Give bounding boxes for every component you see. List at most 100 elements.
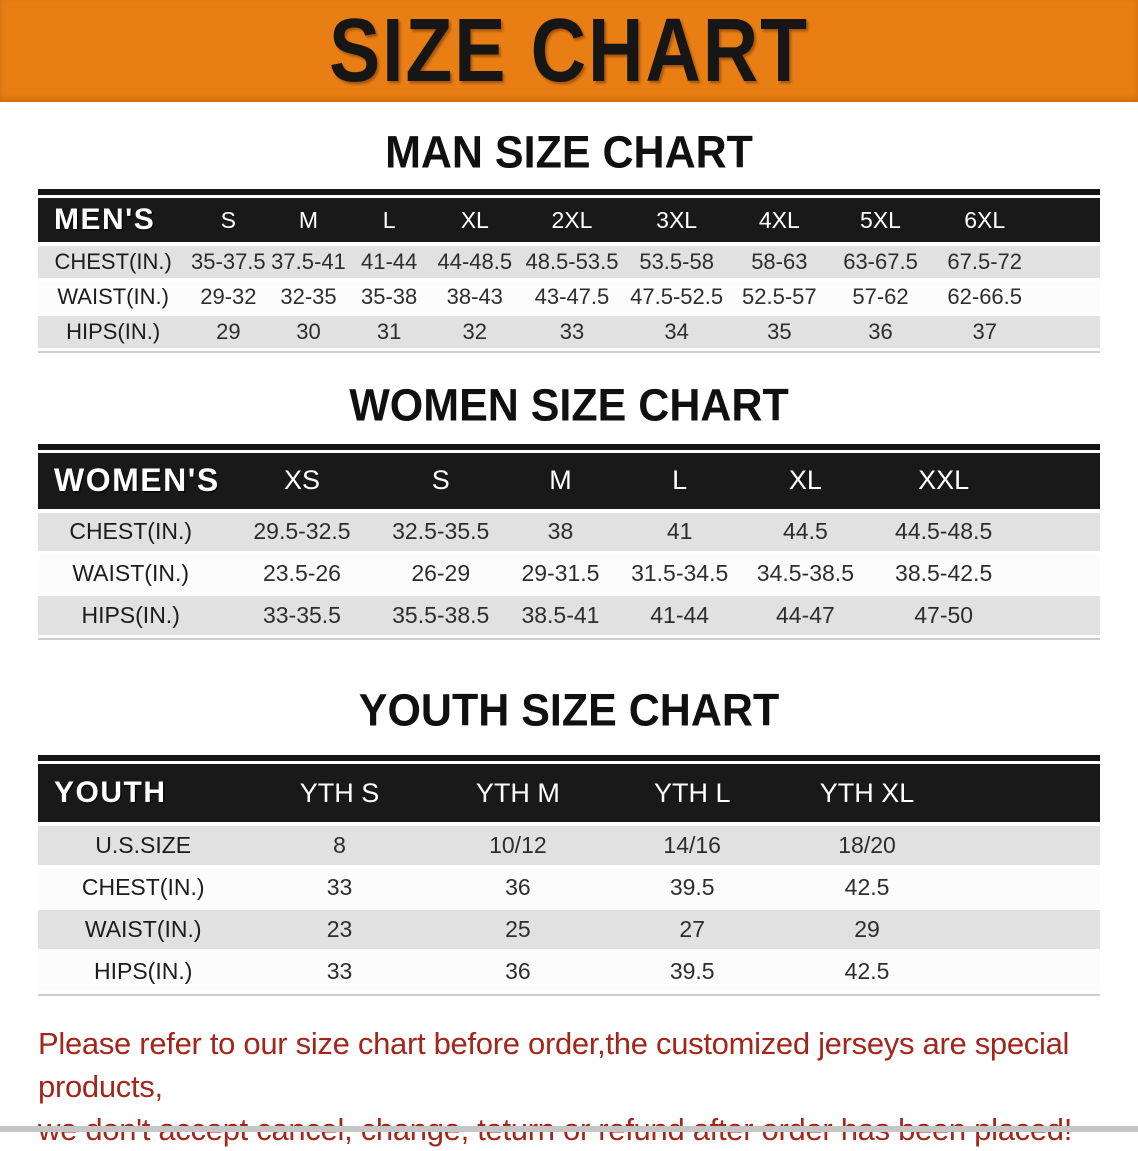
measurement-row: HIPS(IN.) 33 36 39.5 42.5 — [38, 950, 1100, 994]
size-column-header: YTH S — [248, 764, 431, 826]
size-table-header-row: WOMEN'S XS S M L XL XXL — [38, 452, 1100, 513]
man-size-chart-heading: MAN SIZE CHART — [385, 127, 753, 179]
size-value-cell: 23 — [248, 908, 431, 952]
size-value-cell: 52.5-57 — [729, 279, 830, 316]
row-label: CHEST(IN.) — [38, 510, 224, 554]
measurement-row: HIPS(IN.) 33-35.5 35.5-38.5 38.5-41 41-44 44-… — [38, 594, 1100, 638]
size-value-cell: 53.5-58 — [624, 244, 730, 281]
size-column-header: 5XL — [829, 198, 932, 246]
row-spacer-cell — [1015, 510, 1100, 554]
size-value-cell: 32 — [429, 314, 520, 351]
size-column-header: XL — [739, 452, 872, 513]
size-value-cell: 18/20 — [779, 824, 955, 868]
size-value-cell: 41-44 — [348, 244, 430, 281]
size-value-cell: 35-38 — [348, 279, 430, 316]
size-value-cell: 33-35.5 — [223, 594, 381, 638]
size-column-header: M — [268, 198, 349, 246]
size-column-header: 6XL — [931, 198, 1038, 246]
size-column-header: 4XL — [729, 198, 830, 246]
row-spacer-cell — [954, 824, 1100, 868]
size-value-cell: 29-31.5 — [500, 552, 621, 596]
header-spacer-cell — [1037, 198, 1100, 246]
row-label: WAIST(IN.) — [38, 279, 189, 316]
size-value-cell: 35 — [729, 314, 830, 351]
size-column-header: L — [620, 452, 740, 513]
size-value-cell: 8 — [248, 824, 431, 868]
row-label: HIPS(IN.) — [38, 314, 189, 351]
size-value-cell: 36 — [430, 866, 606, 910]
size-column-header: M — [500, 452, 621, 513]
charts-area: MAN SIZE CHART MEN'S S M L XL 2XL 3XL 4XL 5XL 6XL… — [0, 127, 1138, 996]
header-spacer-cell — [1015, 452, 1100, 513]
size-value-cell: 62-66.5 — [931, 279, 1038, 316]
size-value-cell: 36 — [430, 950, 606, 994]
size-column-header: YTH XL — [779, 764, 955, 826]
measurement-row: CHEST(IN.) 35-37.5 37.5-41 41-44 44-48.5 48.5… — [38, 244, 1100, 281]
row-spacer-cell — [1015, 594, 1100, 638]
size-table-header-row: MEN'S S M L XL 2XL 3XL 4XL 5XL 6XL — [38, 198, 1100, 246]
row-label: WAIST(IN.) — [38, 552, 224, 596]
size-value-cell: 35-37.5 — [188, 244, 269, 281]
size-value-cell: 58-63 — [729, 244, 830, 281]
measurement-row: WAIST(IN.) 23 25 27 29 — [38, 908, 1100, 952]
row-label: CHEST(IN.) — [38, 866, 249, 910]
size-value-cell: 30 — [268, 314, 349, 351]
bottom-bar — [0, 1126, 1138, 1132]
women-size-chart-heading: WOMEN SIZE CHART — [349, 380, 789, 431]
size-value-cell: 33 — [519, 314, 625, 351]
man-size-table-wrap: MEN'S S M L XL 2XL 3XL 4XL 5XL 6XL CHEST(IN.) 35-37… — [38, 189, 1100, 353]
size-value-cell: 31 — [348, 314, 430, 351]
size-value-cell: 38 — [500, 510, 621, 554]
size-column-header: YTH M — [430, 764, 606, 826]
size-column-header: XL — [429, 198, 520, 246]
size-column-header: 2XL — [519, 198, 625, 246]
size-value-cell: 41 — [620, 510, 740, 554]
size-value-cell: 63-67.5 — [829, 244, 932, 281]
disclaimer-line-1: Please refer to our size chart before or… — [38, 1025, 1070, 1104]
size-value-cell: 37.5-41 — [268, 244, 349, 281]
women-size-table-wrap: WOMEN'S XS S M L XL XXL CHEST(IN.) 29.5-32.5 32.5… — [38, 443, 1100, 640]
size-value-cell: 34 — [624, 314, 730, 351]
row-label: HIPS(IN.) — [38, 950, 249, 994]
measurement-row: CHEST(IN.) 33 36 39.5 42.5 — [38, 866, 1100, 910]
row-label: U.S.SIZE — [38, 824, 249, 868]
measurement-row: WAIST(IN.) 29-32 32-35 35-38 38-43 43-47.5 47.… — [38, 279, 1100, 316]
table-corner-label: MEN'S — [38, 198, 189, 246]
size-value-cell: 36 — [829, 314, 932, 351]
size-value-cell: 39.5 — [605, 866, 780, 910]
size-value-cell: 32.5-35.5 — [380, 510, 501, 554]
size-value-cell: 43-47.5 — [519, 279, 625, 316]
size-column-header: S — [188, 198, 269, 246]
youth-size-table: YOUTH YTH S YTH M YTH L YTH XL U.S.SIZE 8 10/12… — [38, 764, 1100, 994]
header-spacer-cell — [954, 764, 1100, 826]
row-spacer-cell — [1037, 314, 1100, 351]
row-spacer-cell — [1037, 279, 1100, 316]
row-spacer-cell — [954, 866, 1100, 910]
size-value-cell: 29 — [779, 908, 955, 952]
women-size-table: WOMEN'S XS S M L XL XXL CHEST(IN.) 29.5-32.5 32.5… — [38, 452, 1100, 638]
size-value-cell: 44-47 — [739, 594, 872, 638]
size-value-cell: 25 — [430, 908, 606, 952]
size-value-cell: 27 — [605, 908, 780, 952]
table-corner-label: YOUTH — [38, 764, 249, 826]
size-value-cell: 48.5-53.5 — [519, 244, 625, 281]
row-spacer-cell — [1015, 552, 1100, 596]
size-value-cell: 38-43 — [429, 279, 520, 316]
size-value-cell: 34.5-38.5 — [739, 552, 872, 596]
size-value-cell: 37 — [931, 314, 1038, 351]
size-table-header-row: YOUTH YTH S YTH M YTH L YTH XL — [38, 764, 1100, 826]
measurement-row: WAIST(IN.) 23.5-26 26-29 29-31.5 31.5-34.5 34… — [38, 552, 1100, 596]
size-value-cell: 31.5-34.5 — [620, 552, 740, 596]
row-label: WAIST(IN.) — [38, 908, 249, 952]
size-value-cell: 23.5-26 — [223, 552, 381, 596]
size-value-cell: 33 — [248, 866, 431, 910]
table-corner-label: WOMEN'S — [38, 452, 224, 513]
size-value-cell: 44.5 — [739, 510, 872, 554]
size-value-cell: 26-29 — [380, 552, 501, 596]
size-column-header: L — [348, 198, 430, 246]
size-value-cell: 47.5-52.5 — [624, 279, 730, 316]
size-value-cell: 14/16 — [605, 824, 780, 868]
size-value-cell: 35.5-38.5 — [380, 594, 501, 638]
size-value-cell: 29.5-32.5 — [223, 510, 381, 554]
